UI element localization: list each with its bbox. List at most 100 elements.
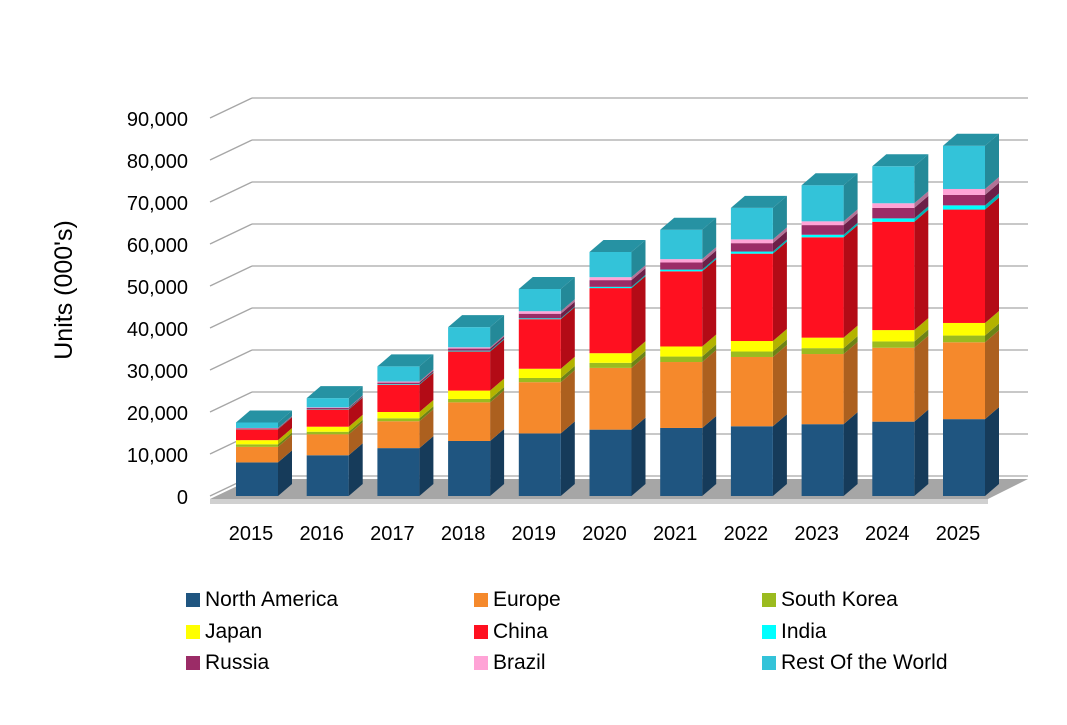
x-tick-label: 2019 xyxy=(512,523,557,545)
x-tick-label: 2015 xyxy=(229,523,274,545)
y-tick-label: 50,000 xyxy=(127,277,188,299)
bar-segment-side xyxy=(702,217,717,260)
bar-segment xyxy=(730,351,773,357)
x-tick-label: 2023 xyxy=(794,523,839,545)
bar-segment-side xyxy=(419,354,434,382)
bar-segment xyxy=(660,271,703,347)
bar-segment xyxy=(589,286,632,289)
bar-segment xyxy=(589,367,632,430)
bar-segment xyxy=(236,429,278,441)
bar-segment-side xyxy=(914,195,929,219)
bar-segment xyxy=(730,207,773,240)
bar-segment xyxy=(660,259,703,263)
bar-2015 xyxy=(236,410,292,496)
bar-segment xyxy=(236,446,278,463)
bar-segment-side xyxy=(278,450,292,496)
legend-item: Brazil xyxy=(474,651,546,675)
legend-item: Russia xyxy=(186,651,269,675)
bar-top xyxy=(801,173,858,186)
bar-segment-side xyxy=(985,330,999,420)
bar-segment xyxy=(306,398,349,408)
bar-segment-side xyxy=(843,173,858,222)
bar-segment-side xyxy=(843,412,858,496)
bar-segment-side xyxy=(843,325,858,349)
bar-segment xyxy=(730,253,773,342)
bar-segment xyxy=(943,205,985,210)
legend-swatch xyxy=(762,656,776,670)
bar-2025 xyxy=(943,133,999,496)
bar-segment-side xyxy=(419,406,434,422)
bar-segment xyxy=(872,341,915,348)
bar-segment xyxy=(236,440,278,445)
bar-segment xyxy=(518,368,561,378)
bar-segment xyxy=(377,381,420,383)
chart-bars xyxy=(236,133,999,496)
bar-segment xyxy=(801,348,844,355)
bar-segment xyxy=(589,429,632,496)
bar-segment-side xyxy=(772,344,787,427)
x-tick-label: 2021 xyxy=(653,523,698,545)
bar-segment-side xyxy=(631,239,646,278)
bar-segment xyxy=(589,288,632,354)
legend-label: China xyxy=(493,619,548,643)
bar-segment-side xyxy=(560,356,575,378)
bar-segment xyxy=(730,251,773,254)
bar-segment xyxy=(518,288,561,312)
legend-item: China xyxy=(474,620,548,644)
bar-segment-side xyxy=(631,265,646,281)
floor-front xyxy=(210,499,988,504)
bar-segment xyxy=(377,412,420,419)
bar-segment-side xyxy=(348,443,363,496)
side-gridline xyxy=(209,265,253,287)
bar-segment-side xyxy=(702,415,717,496)
bar-2022 xyxy=(730,195,787,496)
bar-segment xyxy=(518,313,561,319)
bar-2023 xyxy=(801,173,858,496)
bar-segment-side xyxy=(772,195,787,240)
bar-segment-side xyxy=(772,239,787,254)
bar-segment xyxy=(448,327,491,348)
bar-segment-side xyxy=(985,407,999,496)
bar-segment xyxy=(943,209,985,323)
bar-segment xyxy=(660,269,703,272)
bar-segment xyxy=(306,431,349,435)
bar-segment xyxy=(306,426,349,432)
bar-segment-side xyxy=(560,307,575,369)
legend-item: Japan xyxy=(186,620,262,644)
bar-segment xyxy=(377,382,420,385)
bar-segment-side xyxy=(772,231,787,252)
bar-segment xyxy=(660,427,703,496)
legend-item: India xyxy=(762,620,827,644)
bar-segment xyxy=(589,280,632,287)
legend-swatch xyxy=(186,593,200,607)
bar-segment xyxy=(589,362,632,368)
y-tick-label: 40,000 xyxy=(127,319,188,341)
bar-segment-side xyxy=(419,372,434,412)
legend-label: Russia xyxy=(205,651,270,674)
bar-segment-side xyxy=(843,213,858,235)
legend-item: South Korea xyxy=(762,588,898,612)
side-gridline xyxy=(209,181,253,203)
bar-segment xyxy=(518,319,561,369)
bar-segment xyxy=(306,455,349,496)
bar-segment xyxy=(660,356,703,363)
bar-segment-side xyxy=(843,342,858,425)
side-gridline xyxy=(209,349,253,371)
bar-segment xyxy=(943,188,985,195)
bar-segment xyxy=(306,434,349,456)
bar-segment-side xyxy=(914,154,929,204)
bar-segment xyxy=(872,330,915,342)
y-tick-label: 20,000 xyxy=(127,403,188,425)
legend-label: Rest Of the World xyxy=(781,651,948,674)
bar-segment-side xyxy=(631,268,646,287)
x-tick-label: 2022 xyxy=(724,523,769,545)
bar-segment-side xyxy=(914,318,929,342)
bar-segment xyxy=(448,348,491,351)
bar-segment xyxy=(306,408,349,410)
bar-segment xyxy=(448,398,491,403)
bar-segment xyxy=(730,356,773,427)
bar-segment xyxy=(801,237,844,338)
legend-swatch xyxy=(186,624,200,639)
bar-segment-side xyxy=(419,372,434,385)
bar-2017 xyxy=(377,354,434,496)
